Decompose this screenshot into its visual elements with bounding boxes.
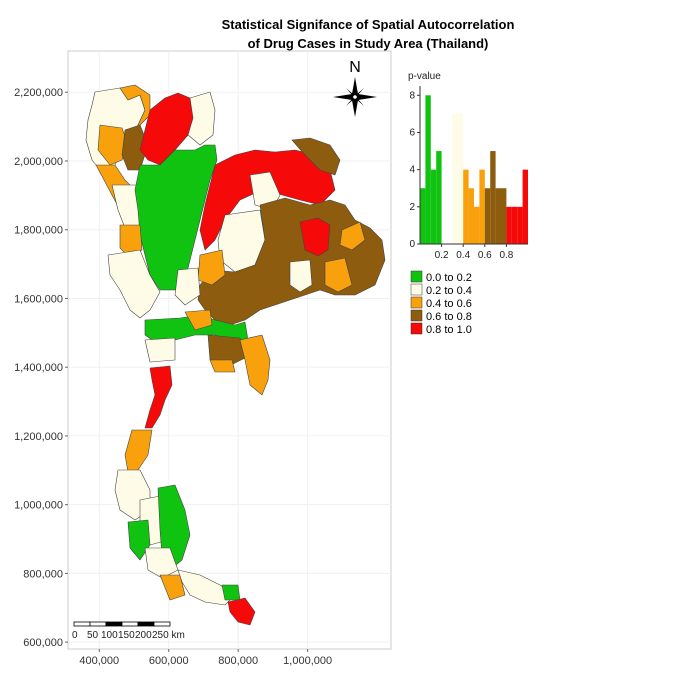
legend-swatch-3 <box>410 309 423 322</box>
y-tick-label: 2,000,000 <box>14 156 63 168</box>
histogram-inset: p-value 0 2 4 6 8 0.2 0.4 0.6 0.8 <box>408 71 528 261</box>
histogram-y-tick-label: 0 <box>409 239 415 250</box>
histogram-bar <box>452 113 458 244</box>
histogram-bars <box>420 95 528 244</box>
region-north-cream <box>187 91 216 146</box>
histogram-bar <box>506 206 512 244</box>
histogram-bar <box>490 151 496 244</box>
histogram-x-tick-label: 0.2 <box>435 250 449 261</box>
legend-label-4: 0.8 to 1.0 <box>426 324 472 336</box>
region-ne-brown-top <box>291 137 341 176</box>
y-tick-label: 1,600,000 <box>14 293 63 305</box>
histogram-bar <box>484 188 491 244</box>
region-south-cream-4 <box>177 569 236 606</box>
region-south-red <box>144 365 173 429</box>
region-ne-orange <box>339 221 366 251</box>
x-tick-label: 1,000,000 <box>283 655 332 667</box>
scale-bar: 0 50 100 150 200 250 km <box>72 621 185 641</box>
region-south-cream-3 <box>144 547 179 579</box>
y-tick-label: 600,000 <box>23 637 63 649</box>
x-tick-label: 600,000 <box>149 655 189 667</box>
y-axis: 600,000 800,000 1,000,000 1,200,000 1,400,00… <box>14 87 68 649</box>
histogram-bar <box>420 188 426 244</box>
scale-label-1: 50 <box>87 630 99 641</box>
histogram-y-tick-label: 6 <box>409 127 415 138</box>
histogram-x-tick-label: 0.6 <box>478 250 492 261</box>
x-axis: 400,000 600,000 800,000 1,000,000 <box>79 649 332 667</box>
histogram-bar <box>517 206 523 244</box>
histogram-bar <box>495 188 501 244</box>
histogram-x-tick-label: 0.4 <box>456 250 470 261</box>
legend-label-3: 0.6 to 0.8 <box>426 311 472 323</box>
histogram-bar <box>463 169 469 244</box>
histogram-bar <box>511 206 518 244</box>
histogram-y-tick-label: 8 <box>409 90 415 101</box>
map-regions <box>85 84 386 626</box>
histogram-bar <box>430 169 437 244</box>
title-line-2: of Drug Cases in Study Area (Thailand) <box>248 36 489 51</box>
region-ne-orange-2 <box>324 257 353 293</box>
region-nc-cream <box>174 267 201 306</box>
legend-swatch-4 <box>410 322 423 335</box>
histogram-bar <box>522 169 528 244</box>
region-south-orange-2 <box>159 574 186 601</box>
region-south-red-2 <box>227 597 256 626</box>
region-ne-cream-3 <box>289 259 313 293</box>
region-ne-red-2 <box>299 217 331 257</box>
y-tick-label: 2,200,000 <box>14 87 63 99</box>
region-ne-red <box>199 149 336 251</box>
y-tick-label: 1,200,000 <box>14 431 63 443</box>
histogram-bar <box>501 188 507 244</box>
region-se-orange-2 <box>209 359 236 373</box>
legend-label-2: 0.4 to 0.6 <box>426 298 472 310</box>
histogram-y-tick-label: 4 <box>409 165 415 176</box>
histogram-bar <box>436 151 442 244</box>
legend-label-0: 0.0 to 0.2 <box>426 272 472 284</box>
region-south-green-3 <box>221 584 241 601</box>
histogram-ylabel: p-value <box>408 71 441 82</box>
histogram-bar <box>468 188 474 244</box>
region-central-orange <box>184 309 213 331</box>
region-nw-orange <box>119 84 151 126</box>
legend-label-1: 0.2 to 0.4 <box>426 285 472 297</box>
scale-label-0: 0 <box>72 630 78 641</box>
region-se-orange <box>239 334 271 396</box>
region-south-green-2 <box>127 519 151 561</box>
histogram-axes: 0 2 4 6 8 0.2 0.4 0.6 0.8 <box>409 86 528 261</box>
scale-label-3: 150 <box>118 630 135 641</box>
region-nw-orange-2 <box>97 124 129 166</box>
histogram-bar <box>425 95 431 244</box>
y-tick-label: 800,000 <box>23 568 63 580</box>
scale-label-2: 100 <box>101 630 118 641</box>
x-tick-label: 400,000 <box>79 655 119 667</box>
region-north-red <box>139 92 194 166</box>
y-tick-label: 1,400,000 <box>14 362 63 374</box>
legend: 0.0 to 0.2 0.2 to 0.4 0.4 to 0.6 0.6 to … <box>410 270 472 336</box>
scale-label-5: 250 km <box>152 630 185 641</box>
y-tick-label: 1,000,000 <box>14 500 63 512</box>
title-line-1: Statistical Signifance of Spatial Autoco… <box>222 17 515 32</box>
histogram-bar <box>474 206 480 244</box>
y-tick-label: 1,800,000 <box>14 225 63 237</box>
scale-label-4: 200 <box>135 630 152 641</box>
legend-swatch-1 <box>410 283 423 296</box>
histogram-bar <box>457 113 464 244</box>
region-central-green <box>134 144 218 291</box>
legend-swatch-2 <box>410 296 423 309</box>
histogram-x-tick-label: 0.8 <box>499 250 513 261</box>
histogram-y-tick-label: 2 <box>409 202 415 213</box>
x-tick-label: 800,000 <box>218 655 258 667</box>
map-panel: N 0 50 100 150 200 250 km <box>67 50 392 650</box>
region-west-cream-2 <box>107 249 161 319</box>
north-arrow-label: N <box>349 59 361 76</box>
legend-swatch-0 <box>410 270 423 283</box>
north-arrow-icon <box>333 77 377 117</box>
region-central-cream <box>144 337 176 363</box>
histogram-bar <box>479 169 485 244</box>
